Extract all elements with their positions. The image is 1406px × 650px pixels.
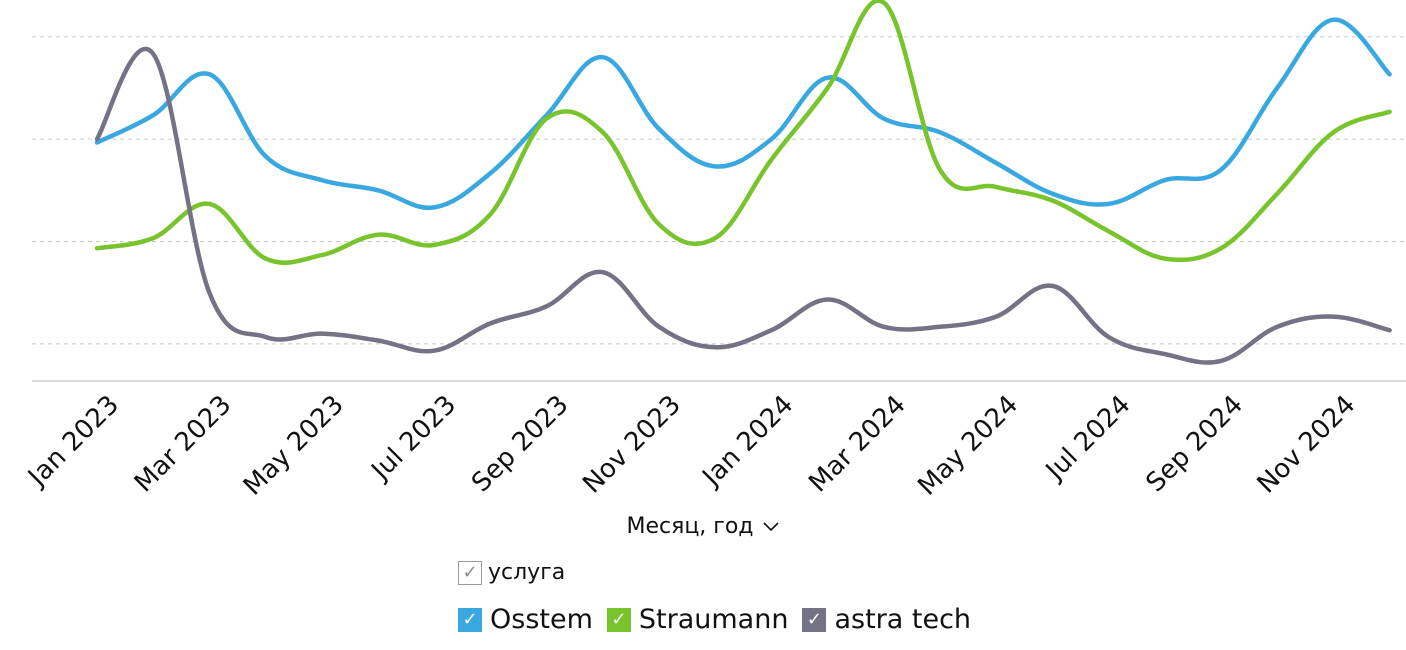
grid-layer	[32, 36, 1406, 345]
legend-header[interactable]: ✓ услуга	[458, 560, 565, 585]
legend-checkbox-osstem[interactable]: ✓	[458, 607, 482, 632]
chevron-down-icon	[762, 521, 779, 531]
legend-title: услуга	[488, 560, 566, 585]
x-tick-labels: Jan 2023 Mar 2023 May 2023 Jul 2023 Sep 2023…	[21, 390, 1361, 502]
series-layer	[94, 0, 1392, 365]
legend-item-straumann[interactable]: ✓ Straumann	[606, 604, 789, 635]
series-line-astra-tech[interactable]	[94, 46, 1392, 365]
legend-checkbox-astra-tech[interactable]: ✓	[802, 607, 827, 632]
legend-item-osstem[interactable]: ✓ Osstem	[458, 604, 593, 635]
x-tick-label: Sep 2023	[466, 390, 574, 498]
check-icon: ✓	[611, 608, 627, 630]
x-axis-title-row: Месяц, год	[0, 514, 1406, 539]
x-tick-label: Nov 2023	[577, 390, 687, 500]
check-icon: ✓	[462, 561, 478, 583]
x-tick-label: May 2024	[912, 390, 1024, 502]
line-chart: Jan 2023 Mar 2023 May 2023 Jul 2023 Sep 2023…	[21, 0, 1406, 502]
x-tick-label: Nov 2024	[1252, 390, 1362, 500]
x-tick-label: May 2023	[238, 390, 350, 502]
series-line-straumann[interactable]	[94, 0, 1392, 265]
x-tick-label: Sep 2024	[1140, 390, 1248, 498]
x-tick-label: Jul 2023	[365, 390, 462, 487]
x-tick-label: Jan 2024	[696, 390, 800, 494]
legend-item-astra-tech[interactable]: ✓ astra tech	[802, 604, 971, 635]
x-axis-field-selector[interactable]: Месяц, год	[626, 514, 779, 539]
series-line-osstem[interactable]	[94, 17, 1392, 210]
check-icon: ✓	[806, 608, 822, 630]
legend: ✓ Osstem ✓ Straumann ✓ astra tech	[458, 604, 971, 635]
x-tick-label: Mar 2024	[803, 390, 912, 499]
x-tick-label: Mar 2023	[129, 390, 238, 499]
legend-label-astra-tech: astra tech	[834, 604, 972, 635]
x-axis-title: Месяц, год	[626, 514, 754, 539]
x-tick-label: Jan 2023	[21, 390, 125, 494]
legend-select-all-checkbox[interactable]: ✓	[458, 560, 482, 585]
legend-label-osstem: Osstem	[490, 604, 593, 635]
check-icon: ✓	[462, 608, 478, 630]
legend-label-straumann: Straumann	[638, 604, 789, 635]
legend-checkbox-straumann[interactable]: ✓	[606, 607, 631, 632]
x-tick-label: Jul 2024	[1039, 390, 1136, 487]
